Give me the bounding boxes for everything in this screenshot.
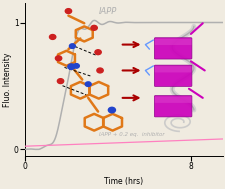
Circle shape bbox=[94, 50, 101, 55]
FancyBboxPatch shape bbox=[154, 65, 191, 86]
Circle shape bbox=[73, 64, 79, 68]
FancyBboxPatch shape bbox=[154, 39, 191, 45]
Y-axis label: Fluo. Intensity: Fluo. Intensity bbox=[3, 52, 12, 107]
Circle shape bbox=[55, 56, 61, 61]
Circle shape bbox=[97, 68, 103, 73]
FancyBboxPatch shape bbox=[154, 97, 191, 103]
Circle shape bbox=[91, 25, 97, 30]
Circle shape bbox=[65, 9, 71, 14]
Circle shape bbox=[85, 82, 91, 86]
Text: IAPP: IAPP bbox=[98, 7, 117, 16]
FancyBboxPatch shape bbox=[154, 38, 191, 59]
X-axis label: Time (hrs): Time (hrs) bbox=[104, 177, 143, 186]
FancyBboxPatch shape bbox=[154, 66, 191, 72]
Circle shape bbox=[108, 107, 115, 113]
Circle shape bbox=[57, 79, 63, 84]
Text: IAPP + 0.2 eq.  inhibitor: IAPP + 0.2 eq. inhibitor bbox=[98, 132, 164, 137]
Circle shape bbox=[68, 64, 75, 69]
Circle shape bbox=[69, 44, 75, 48]
Circle shape bbox=[49, 35, 56, 39]
FancyBboxPatch shape bbox=[154, 96, 191, 117]
